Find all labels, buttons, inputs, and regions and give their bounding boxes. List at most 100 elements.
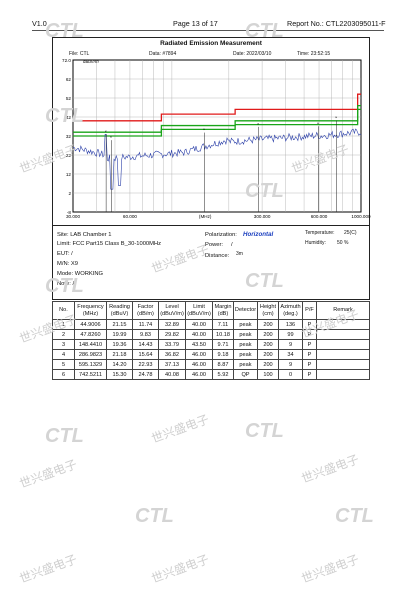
table-row: 6 742.5211 15.30 24.78 40.08 46.00 5.92 QP 100 0 P	[52, 369, 370, 380]
marker-x: ×	[335, 115, 338, 120]
table-cell: peak	[233, 319, 258, 330]
time-label: Time: 23:52:15	[297, 51, 331, 57]
table-cell	[316, 369, 370, 380]
table-cell: 11.74	[132, 319, 159, 330]
table-cell: 9.18	[212, 349, 234, 360]
x-tick-label: 600.000	[311, 214, 328, 219]
col-level: Level (dBuV/m)	[158, 301, 186, 320]
mode-label: Mode: WORKING	[57, 271, 104, 277]
table-cell: 99	[278, 329, 303, 340]
table-cell: QP	[233, 369, 258, 380]
table-cell: 36.82	[158, 349, 186, 360]
col-height: Height (cm)	[257, 301, 279, 320]
table-cell: 44.9006	[74, 319, 107, 330]
table-cell: 10.18	[212, 329, 234, 340]
marker-x: ×	[257, 121, 260, 126]
table-cell: 46.00	[185, 349, 213, 360]
site-label: Site: LAB Chamber 1	[57, 232, 112, 238]
y-tick-label: 12	[66, 172, 72, 177]
y-unit-label: dBuV/m	[83, 59, 99, 64]
y-tick-label: 52	[66, 96, 72, 101]
limit-label: Limit: FCC Part15 Class B_30-1000MHz	[57, 241, 162, 247]
version-label: V1.0	[32, 19, 47, 28]
watermark-logo: CTL	[45, 275, 84, 297]
col-frequency: Frequency (MHz)	[74, 301, 107, 320]
y-tick-label: 2	[68, 191, 71, 196]
table-cell: 14.20	[106, 359, 133, 370]
temperature-value: 25(C)	[344, 230, 357, 236]
watermark-text: 世兴盛电子	[149, 552, 211, 586]
report-number: Report No.: CTL2203095011-F	[287, 19, 386, 28]
table-cell: 40.00	[185, 329, 213, 340]
watermark-logo: CTL	[135, 505, 174, 527]
table-header-row: No. Frequency (MHz) Reading (dBuV) Facto…	[52, 301, 370, 320]
header-divider	[32, 30, 384, 31]
table-cell: 40.00	[185, 319, 213, 330]
table-cell: 32.89	[158, 319, 186, 330]
polarization-value: Horizontal	[243, 231, 274, 238]
table-cell: peak	[233, 359, 258, 370]
table-cell: 9.83	[132, 329, 159, 340]
y-tick-label: 22	[66, 153, 72, 158]
col-reading: Reading (dBuV)	[106, 301, 133, 320]
watermark-logo: CTL	[245, 20, 284, 42]
watermark-text: 世兴盛电子	[299, 552, 361, 586]
results-table: No. Frequency (MHz) Reading (dBuV) Facto…	[52, 301, 370, 380]
table-cell: peak	[233, 349, 258, 360]
data-label: Data: #7894	[149, 51, 177, 57]
x-tick-label: (MHz)	[199, 214, 212, 219]
table-cell: P	[302, 359, 317, 370]
table-row: 5 595.1329 14.20 22.93 37.13 46.00 8.87 peak 200…	[52, 359, 370, 370]
marker-x: ×	[110, 134, 113, 139]
table-cell: 9	[278, 339, 303, 350]
y-tick-label: -8	[67, 210, 72, 215]
table-cell: 14.43	[132, 339, 159, 350]
table-cell: 37.13	[158, 359, 186, 370]
table-cell: 43.50	[185, 339, 213, 350]
col-limit: Limit (dBuV/m)	[185, 301, 213, 320]
table-cell	[316, 339, 370, 350]
col-azimuth: Azimuth (deg.)	[278, 301, 303, 320]
table-cell: P	[302, 369, 317, 380]
table-cell: 7.11	[212, 319, 234, 330]
note-label: Note: /	[57, 281, 75, 287]
emission-trace	[72, 128, 362, 190]
table-cell: 19.36	[106, 339, 133, 350]
watermark-text: 世兴盛电子	[17, 552, 79, 586]
humidity-label: Humidity:	[305, 240, 326, 246]
x-tick-label: 300.000	[254, 214, 271, 219]
table-cell: peak	[233, 329, 258, 340]
watermark-text: 世兴盛电子	[299, 452, 361, 486]
col-factor: Factor (dB/m)	[132, 301, 159, 320]
table-cell: 286.9823	[74, 349, 107, 360]
y-tick-label: 32	[66, 134, 72, 139]
col-pf: P/F	[302, 301, 317, 320]
x-tick-label: 60.000	[123, 214, 137, 219]
watermark-text: 世兴盛电子	[149, 412, 211, 446]
table-cell: 5.92	[212, 369, 234, 380]
table-cell: 9	[278, 359, 303, 370]
table-cell: 200	[257, 349, 279, 360]
marker-x: ×	[317, 120, 320, 125]
col-margin: Margin (dB)	[212, 301, 234, 320]
power-label: Power:	[205, 242, 224, 248]
table-cell: 3	[52, 339, 75, 350]
table-cell: 200	[257, 329, 279, 340]
watermark-logo: CTL	[245, 180, 284, 202]
table-cell: 8.87	[212, 359, 234, 370]
table-cell: 19.99	[106, 329, 133, 340]
power-value: /	[231, 242, 233, 248]
table-cell: 21.18	[106, 349, 133, 360]
table-cell: 200	[257, 339, 279, 350]
table-row: 3 148.4410 19.36 14.43 33.79 43.50 9.71 peak 200…	[52, 339, 370, 350]
table-cell: 148.4410	[74, 339, 107, 350]
x-tick-label: 30.000	[66, 214, 80, 219]
table-cell: 22.93	[132, 359, 159, 370]
x-tick-label: 1000.000	[351, 214, 371, 219]
temperature-label: Temperature:	[305, 230, 335, 236]
table-cell: 29.82	[158, 329, 186, 340]
test-info: Site: LAB Chamber 1 Limit: FCC Part15 Cl…	[52, 226, 370, 300]
table-cell: 40.08	[158, 369, 186, 380]
table-cell: 24.78	[132, 369, 159, 380]
table-cell	[316, 349, 370, 360]
